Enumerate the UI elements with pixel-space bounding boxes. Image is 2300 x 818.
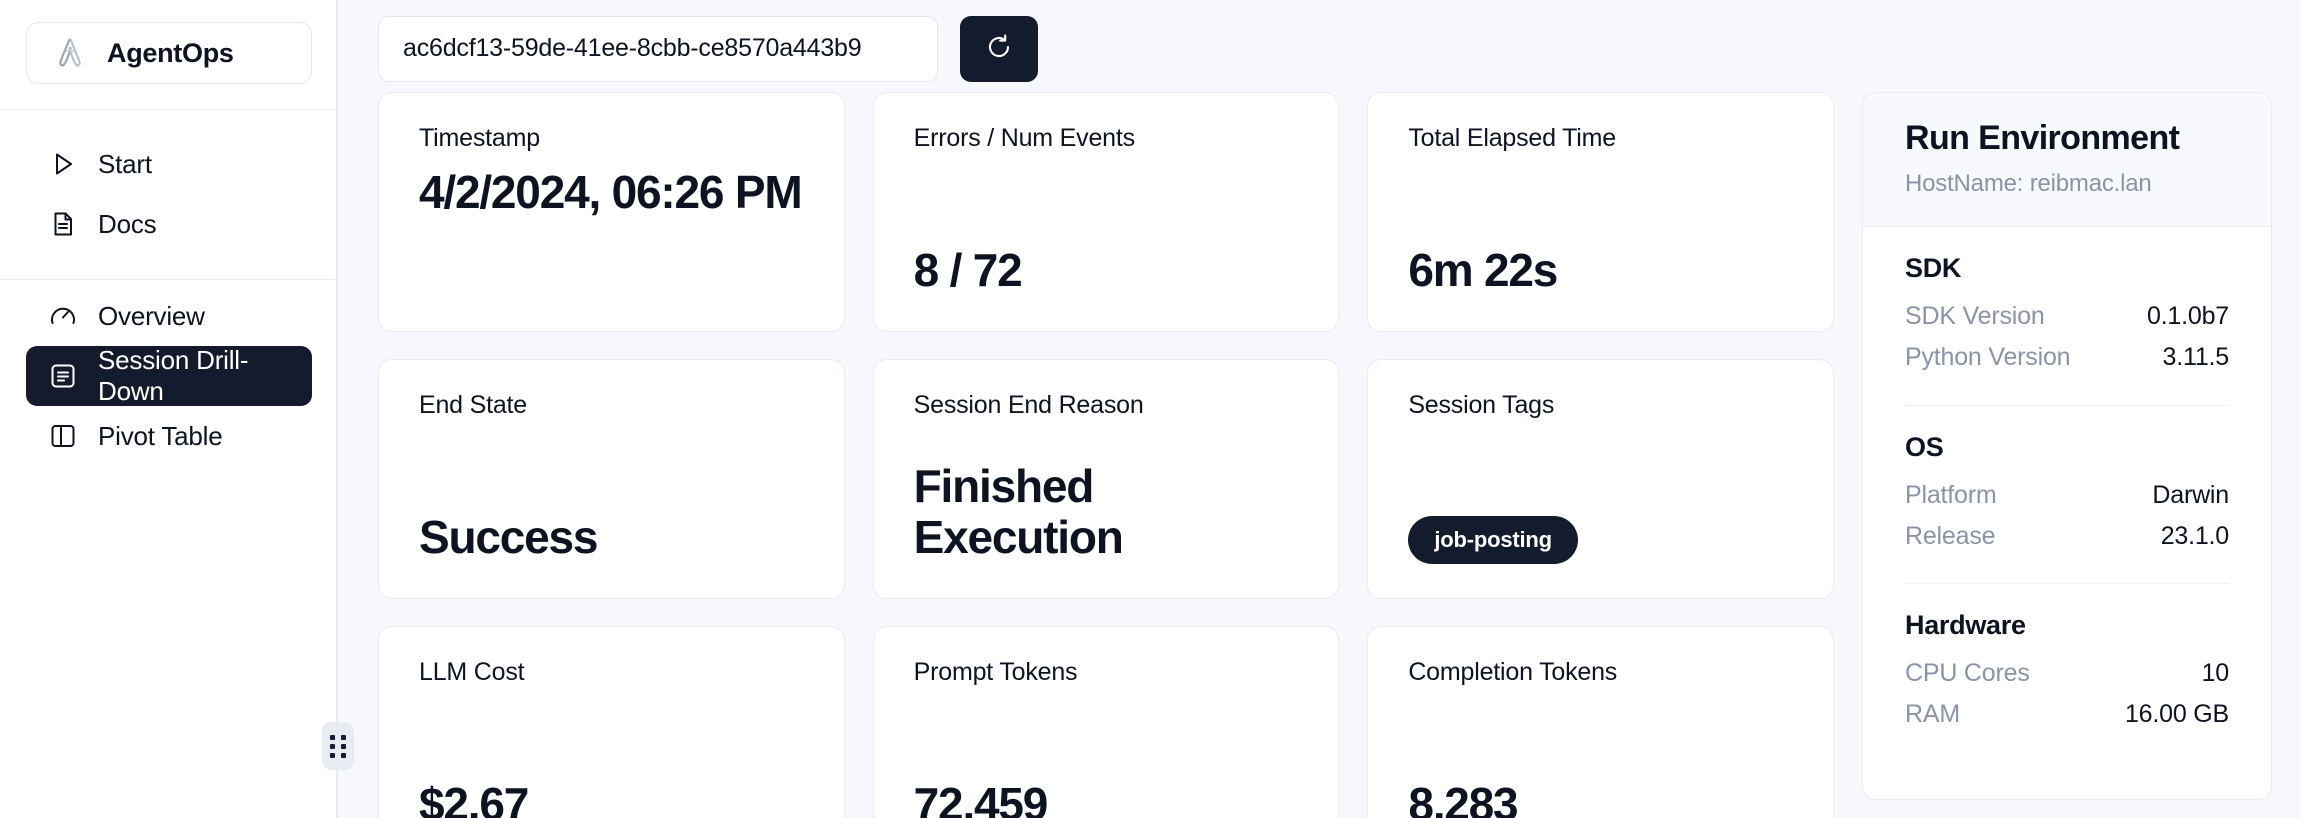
card-value: 6m 22s	[1408, 244, 1558, 297]
sidebar-item-label: Overview	[98, 300, 205, 331]
card-value: 4/2/2024, 06:26 PM	[419, 166, 803, 218]
card-value: 8 / 72	[913, 244, 1023, 297]
metric-card-session-end-reason: Session End Reason Finished Execution	[872, 359, 1340, 599]
metric-card-total-elapsed-time: Total Elapsed Time 6m 22s	[1367, 92, 1834, 332]
env-row: Platform Darwin	[1905, 475, 2229, 516]
sidebar-nav-secondary: Overview Session Drill-Down	[26, 280, 312, 466]
metric-card-timestamp: Timestamp 4/2/2024, 06:26 PM	[378, 92, 845, 332]
card-label: Session End Reason	[913, 391, 1144, 419]
env-key: CPU Cores	[1905, 659, 2030, 687]
env-value: 3.11.5	[2162, 343, 2230, 372]
metric-card-llm-cost: LLM Cost $2.67	[378, 626, 845, 818]
sidebar-divider-mid	[0, 279, 338, 280]
run-environment-body: SDK SDK Version 0.1.0b7 Python Version 3…	[1863, 227, 2271, 736]
card-label: Total Elapsed Time	[1408, 124, 1616, 152]
drag-dots-icon	[330, 734, 346, 758]
card-label: Prompt Tokens	[913, 658, 1078, 686]
sidebar-item-label: Start	[98, 148, 152, 179]
session-id-input[interactable]	[378, 15, 938, 82]
env-key: SDK Version	[1905, 302, 2045, 330]
refresh-button[interactable]	[960, 15, 1038, 82]
paperclip-logo-icon	[53, 36, 87, 70]
sidebar-edge	[336, 0, 338, 818]
play-triangle-icon	[48, 149, 78, 179]
metric-card-session-tags: Session Tags job-posting	[1367, 359, 1834, 599]
env-value: 10	[2201, 659, 2230, 687]
sidebar-divider-top	[0, 109, 338, 110]
brand-logo[interactable]: AgentOps	[26, 22, 312, 84]
metric-card-prompt-tokens: Prompt Tokens 72,459	[872, 626, 1340, 818]
metric-cards-column: Timestamp 4/2/2024, 06:26 PM Errors / Nu…	[378, 92, 1834, 818]
document-icon	[48, 209, 78, 239]
env-section-title: Hardware	[1905, 610, 2026, 640]
env-row: RAM 16.00 GB	[1905, 694, 2229, 735]
card-value: Success	[419, 511, 598, 564]
sidebar-item-label: Pivot Table	[98, 420, 223, 451]
sidebar-nav-primary: Start Docs	[26, 110, 312, 254]
dashboard-body: Timestamp 4/2/2024, 06:26 PM Errors / Nu…	[378, 92, 2272, 818]
sidebar-item-start[interactable]: Start	[26, 134, 312, 194]
card-value: Finished Execution	[913, 459, 1124, 564]
brand-name: AgentOps	[107, 37, 234, 68]
metric-cards-grid: Timestamp 4/2/2024, 06:26 PM Errors / Nu…	[378, 92, 1834, 818]
sidebar-resize-handle[interactable]	[322, 722, 354, 770]
sidebar: AgentOps Start	[0, 0, 354, 818]
card-label: Session Tags	[1408, 391, 1555, 419]
card-label: LLM Cost	[419, 658, 525, 686]
metric-card-completion-tokens: Completion Tokens 8,283	[1367, 626, 1834, 818]
run-environment-header: Run Environment HostName: reibmac.lan	[1863, 93, 2271, 227]
env-row: SDK Version 0.1.0b7	[1905, 296, 2229, 337]
card-label: Timestamp	[419, 124, 540, 152]
panel-split-icon	[48, 421, 78, 451]
env-section-title: SDK	[1905, 253, 1962, 283]
env-row: Release 23.1.0	[1905, 516, 2229, 557]
env-key: Platform	[1905, 480, 1997, 509]
hostname-label: HostName: reibmac.lan	[1905, 170, 2152, 197]
card-label: Completion Tokens	[1408, 658, 1618, 686]
refresh-icon	[985, 33, 1013, 64]
card-label: End State	[419, 391, 528, 419]
sidebar-item-docs[interactable]: Docs	[26, 194, 312, 254]
metric-card-errors-num-events: Errors / Num Events 8 / 72	[872, 92, 1340, 332]
sidebar-item-session-drill-down[interactable]: Session Drill-Down	[26, 345, 312, 406]
env-section-sdk: SDK SDK Version 0.1.0b7 Python Version 3…	[1905, 227, 2229, 379]
card-value: $2.67	[419, 778, 529, 818]
env-row: Python Version 3.11.5	[1905, 337, 2229, 378]
env-value: Darwin	[2152, 480, 2229, 509]
env-key: Release	[1905, 521, 1996, 550]
env-key: RAM	[1905, 700, 1960, 729]
env-section-hardware: Hardware CPU Cores 10 RAM 16.00 GB	[1905, 583, 2229, 736]
sidebar-item-label: Session Drill-Down	[98, 345, 249, 406]
env-value: 16.00 GB	[2124, 700, 2229, 729]
sidebar-item-overview[interactable]: Overview	[26, 286, 312, 346]
card-value: 8,283	[1408, 778, 1518, 818]
sidebar-item-pivot-table[interactable]: Pivot Table	[26, 406, 312, 466]
topbar	[378, 0, 2272, 92]
env-key: Python Version	[1905, 343, 2071, 372]
metric-card-end-state: End State Success	[378, 359, 845, 599]
env-value: 23.1.0	[2160, 521, 2230, 550]
session-tag-list: job-posting	[1408, 516, 1793, 564]
card-label: Errors / Num Events	[913, 124, 1135, 152]
main-content: Timestamp 4/2/2024, 06:26 PM Errors / Nu…	[338, 0, 2300, 818]
list-square-icon	[48, 361, 78, 391]
sidebar-item-label: Docs	[98, 208, 157, 239]
status-badge[interactable]: job-posting	[1408, 516, 1578, 564]
env-section-os: OS Platform Darwin Release 23.1.0	[1905, 404, 2229, 558]
card-value: 72,459	[913, 778, 1049, 818]
env-row: CPU Cores 10	[1905, 653, 2229, 694]
gauge-icon	[48, 301, 78, 331]
page-title: Run Environment	[1905, 119, 2180, 157]
run-environment-panel: Run Environment HostName: reibmac.lan SD…	[1862, 92, 2272, 800]
env-section-title: OS	[1905, 431, 1944, 462]
env-value: 0.1.0b7	[2146, 302, 2229, 330]
